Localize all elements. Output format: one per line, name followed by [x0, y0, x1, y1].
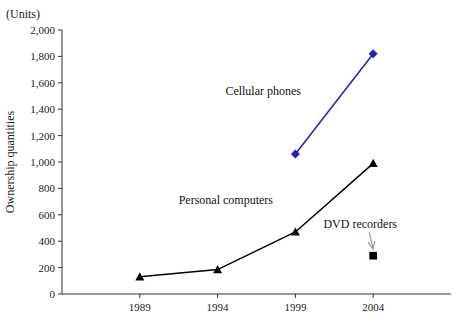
series-point — [369, 49, 378, 58]
y-tick — [58, 294, 62, 295]
x-tick-label: 1994 — [207, 301, 230, 313]
y-units-label: (Units) — [6, 7, 40, 21]
y-tick — [58, 30, 62, 31]
x-tick-label: 1999 — [284, 301, 307, 313]
y-tick — [58, 214, 62, 215]
y-tick — [58, 135, 62, 136]
y-tick — [58, 82, 62, 83]
x-tick-label: 2004 — [362, 301, 385, 313]
annotation-arrow — [369, 232, 373, 249]
series-point — [369, 159, 378, 167]
series-point — [291, 150, 300, 159]
y-axis-label: Ownership quantities — [3, 111, 17, 214]
y-tick — [58, 241, 62, 242]
y-tick-label: 2,000 — [30, 24, 55, 36]
y-tick — [58, 56, 62, 57]
y-tick-label: 200 — [39, 262, 56, 274]
series-line — [295, 54, 373, 154]
y-tick-label: 400 — [39, 235, 56, 247]
series-point — [369, 252, 377, 260]
x-tick — [139, 294, 140, 298]
x-axis — [62, 294, 451, 295]
y-tick-label: 1,200 — [30, 130, 55, 142]
y-tick-label: 1,000 — [30, 156, 55, 168]
y-tick-label: 600 — [39, 209, 56, 221]
annotation: Cellular phones — [225, 84, 301, 98]
y-tick — [58, 188, 62, 189]
annotation: DVD recorders — [323, 217, 397, 231]
series-point — [291, 227, 300, 235]
y-tick-label: 1,800 — [30, 50, 55, 62]
y-tick-label: 0 — [50, 288, 56, 300]
series-point — [213, 265, 222, 273]
y-tick — [58, 267, 62, 268]
annotation: Personal computers — [179, 193, 274, 207]
series-point — [135, 272, 144, 280]
x-tick — [373, 294, 374, 298]
y-tick-label: 1,400 — [30, 103, 55, 115]
x-tick — [295, 294, 296, 298]
x-tick — [217, 294, 218, 298]
y-tick-label: 1,600 — [30, 77, 55, 89]
chart: 0 200 400 600 800 1,000 1,200 1,400 1,600 1,800 2,… — [0, 0, 466, 328]
y-tick-label: 800 — [39, 182, 56, 194]
x-tick-label: 1989 — [129, 301, 152, 313]
plot-area — [135, 49, 377, 280]
y-tick — [58, 109, 62, 110]
y-tick — [58, 162, 62, 163]
